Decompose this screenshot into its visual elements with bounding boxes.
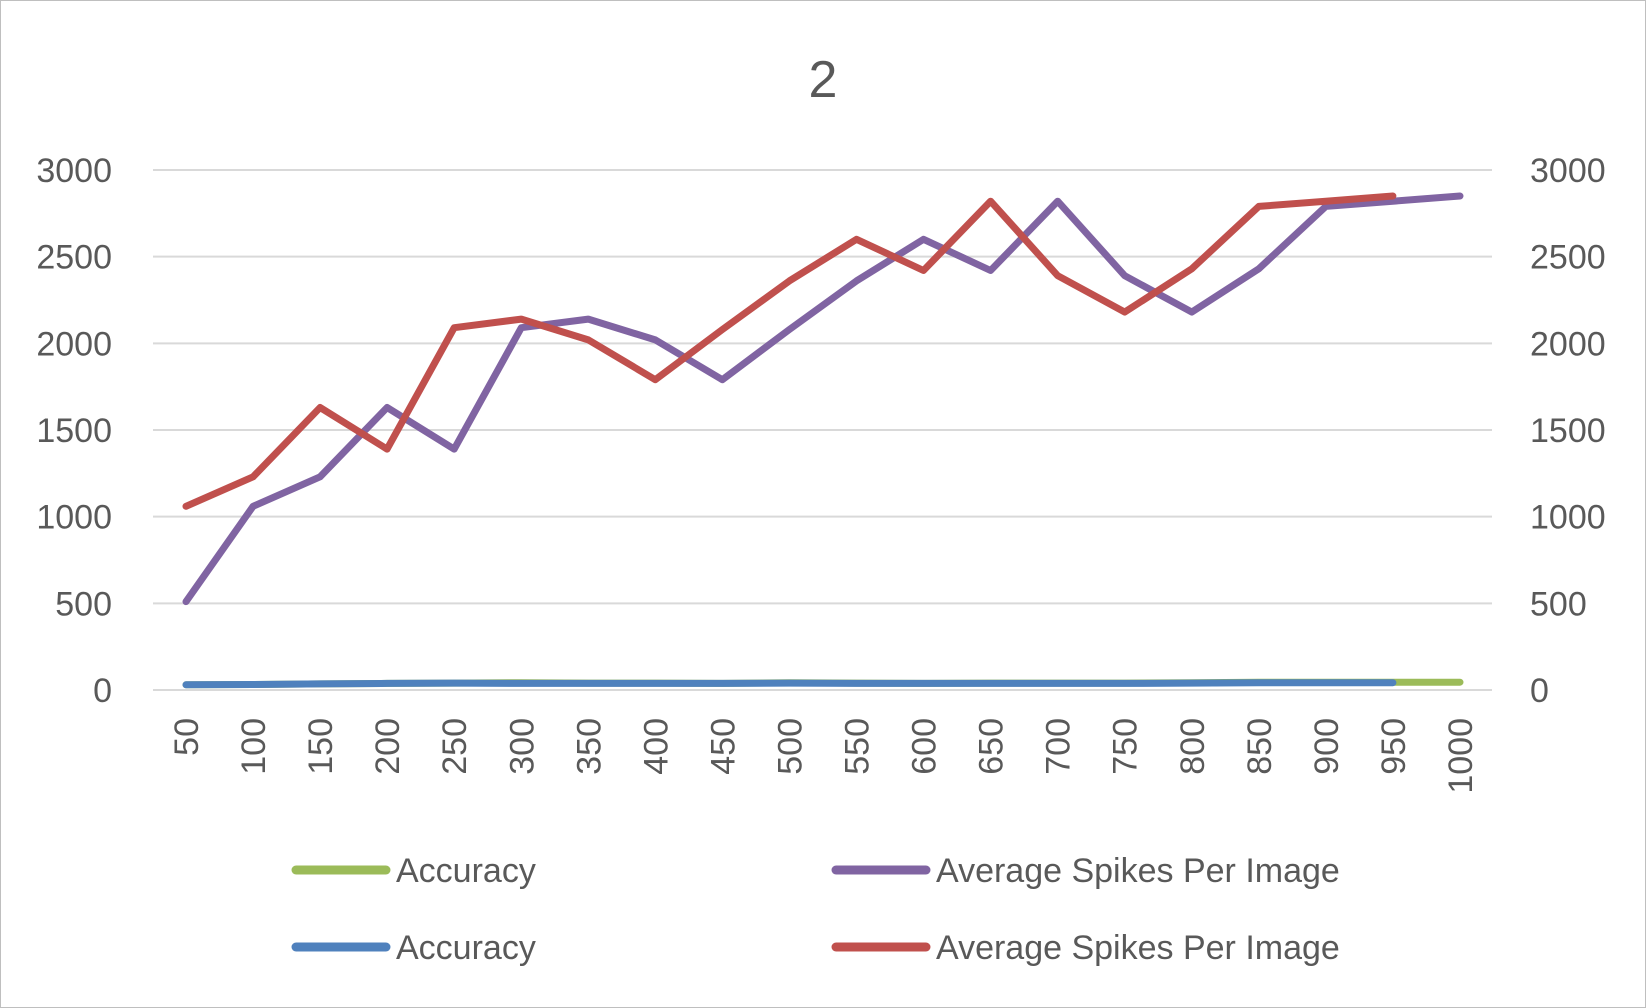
x-axis: 50 100 150 200 250 300 350 400 450 500 550 600 650 70… xyxy=(168,718,1480,794)
y-tick-label-right: 1500 xyxy=(1530,412,1606,450)
y-tick-label-left: 2000 xyxy=(36,325,112,363)
x-tick-label: 850 xyxy=(1241,718,1279,775)
x-tick-label: 400 xyxy=(637,718,675,775)
x-tick-label: 250 xyxy=(436,718,474,775)
x-tick-label: 800 xyxy=(1174,718,1212,775)
y-tick-label-right: 2500 xyxy=(1530,239,1606,277)
x-tick-label: 900 xyxy=(1308,718,1346,775)
y-tick-label-left: 2500 xyxy=(36,239,112,277)
x-tick-label: 600 xyxy=(906,718,944,775)
x-tick-label: 50 xyxy=(168,718,206,756)
x-tick-label: 750 xyxy=(1107,718,1145,775)
y-tick-label-right: 2000 xyxy=(1530,325,1606,363)
y-tick-label-right: 0 xyxy=(1530,672,1549,710)
y-tick-label-left: 3000 xyxy=(36,152,112,190)
y-axis-right: 0 500 1000 1500 2000 2500 3000 xyxy=(1530,152,1606,710)
y-tick-label-left: 1000 xyxy=(36,499,112,537)
y-tick-label-left: 0 xyxy=(93,672,112,710)
y-tick-label-left: 1500 xyxy=(36,412,112,450)
x-tick-label: 450 xyxy=(704,718,742,775)
series-line-4 xyxy=(182,192,1397,510)
x-tick-label: 650 xyxy=(973,718,1011,775)
x-tick-label: 550 xyxy=(839,718,877,775)
y-axis-left: 0 500 1000 1500 2000 2500 3000 xyxy=(36,152,112,710)
legend-label: Accuracy xyxy=(396,929,536,967)
x-tick-label: 700 xyxy=(1040,718,1078,775)
legend-label: Average Spikes Per Image xyxy=(936,852,1340,890)
x-tick-label: 950 xyxy=(1375,718,1413,775)
series-line-2 xyxy=(182,192,1464,606)
x-tick-label: 300 xyxy=(503,718,541,775)
legend: Accuracy Average Spikes Per Image Accuracy… xyxy=(291,852,1340,967)
x-tick-label: 200 xyxy=(369,718,407,775)
series-line-3 xyxy=(182,679,1397,689)
x-tick-label: 1000 xyxy=(1442,718,1480,794)
x-tick-label: 500 xyxy=(771,718,809,775)
legend-label: Average Spikes Per Image xyxy=(936,929,1340,967)
legend-label: Accuracy xyxy=(396,852,536,890)
x-tick-label: 150 xyxy=(302,718,340,775)
y-tick-label-right: 500 xyxy=(1530,585,1587,623)
x-tick-label: 350 xyxy=(570,718,608,775)
y-tick-label-left: 500 xyxy=(55,585,112,623)
series-lines xyxy=(182,192,1464,689)
y-tick-label-right: 3000 xyxy=(1530,152,1606,190)
x-tick-label: 100 xyxy=(235,718,273,775)
y-tick-label-right: 1000 xyxy=(1530,499,1606,537)
chart-title: 2 xyxy=(809,51,838,109)
